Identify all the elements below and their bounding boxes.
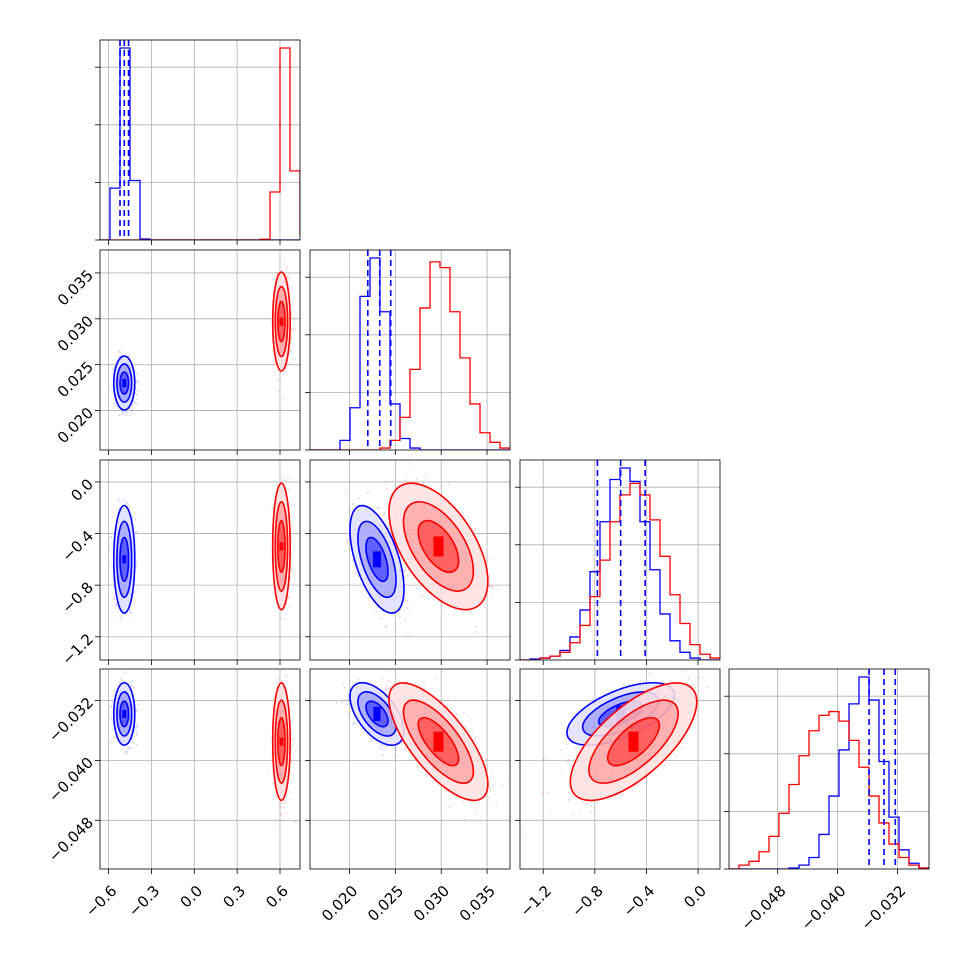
density-contours-0 <box>349 504 405 614</box>
density-peak <box>122 709 127 718</box>
density-core <box>122 555 127 564</box>
density-peak <box>122 555 127 564</box>
x-tick-label: −0.8 <box>568 882 606 920</box>
x-tick-label: 0.020 <box>318 882 361 925</box>
y-tick-label: −0.032 <box>45 694 97 746</box>
scatter-panel-3-1: 0.020 0.025 0.030 0.035 <box>305 668 511 925</box>
histogram-blue <box>100 47 300 240</box>
hist-panel-3: −0.048 −0.040 −0.032 <box>724 668 930 934</box>
y-tick-label: −0.040 <box>45 754 97 806</box>
density-peak <box>373 551 381 568</box>
density-contours-1 <box>388 482 489 611</box>
density-peak <box>433 731 444 752</box>
density-contours-1 <box>271 271 291 372</box>
density-core <box>279 542 284 551</box>
density-core <box>373 551 381 568</box>
x-tick-label: −0.032 <box>857 882 909 934</box>
y-tick-label: 0.030 <box>54 312 97 355</box>
density-peak <box>279 542 284 551</box>
y-tick-label: −0.8 <box>59 578 97 616</box>
density-peak <box>279 317 284 326</box>
panel-frame <box>99 39 301 241</box>
scatter-panel-2-0: −1.2 −0.8 −0.4 0.0 <box>59 459 301 669</box>
y-tick-label: 0.0 <box>67 475 97 505</box>
x-tick-label: 0.035 <box>456 882 499 925</box>
panel-frame <box>99 459 301 661</box>
density-contours-0 <box>349 681 405 746</box>
density-peak <box>279 737 284 746</box>
density-contours-1 <box>271 682 291 802</box>
density-contours-1 <box>271 482 291 611</box>
density-core <box>433 731 444 752</box>
histogram-red <box>100 47 300 240</box>
scatter-panel-3-2: −1.2 −0.8 −0.4 0.0 <box>515 668 721 920</box>
panel-frame <box>309 249 511 451</box>
panel-frame <box>519 668 721 870</box>
hist-panel-0 <box>95 39 301 245</box>
panel-frame <box>309 459 511 661</box>
y-tick-label: 0.025 <box>54 358 97 401</box>
x-tick-label: −0.4 <box>620 882 658 920</box>
y-tick-label: −0.4 <box>59 527 97 565</box>
density-core <box>279 317 284 326</box>
x-tick-label: −0.048 <box>738 882 790 934</box>
x-tick-label: 0.6 <box>262 882 292 912</box>
x-tick-label: −0.040 <box>798 882 850 934</box>
histogram-red <box>520 482 720 660</box>
histogram-red <box>310 261 510 450</box>
hist-panel-1 <box>305 249 511 455</box>
x-tick-label: 0.030 <box>410 882 453 925</box>
density-contours-1 <box>388 682 489 802</box>
x-tick-label: 0.025 <box>364 882 407 925</box>
density-contours-0 <box>112 504 136 614</box>
histogram-red <box>729 710 929 869</box>
x-tick-label: −1.2 <box>517 882 555 920</box>
panel-frame <box>99 668 301 870</box>
y-tick-label: −1.2 <box>59 630 97 668</box>
density-contours-0 <box>112 681 136 746</box>
panel-frame <box>728 668 930 870</box>
density-peak <box>433 536 444 557</box>
density-contours-0 <box>112 355 136 411</box>
y-tick-label: 0.020 <box>54 404 97 447</box>
y-tick-label: 0.035 <box>54 266 97 309</box>
scatter-panel-3-0: −0.6 −0.3 0.0 0.3 0.6 −0.048 −0.040 −0.032 <box>45 668 301 920</box>
x-tick-label: −0.6 <box>82 882 120 920</box>
density-peak <box>122 379 127 388</box>
histogram-blue <box>729 676 929 869</box>
x-tick-label: 0.0 <box>680 882 710 912</box>
panel-frame <box>519 459 721 661</box>
scatter-panel-2-1 <box>305 459 511 665</box>
density-core <box>373 706 381 722</box>
density-core <box>122 709 127 718</box>
histogram-blue <box>310 257 510 450</box>
x-tick-label: 0.0 <box>177 882 207 912</box>
density-core <box>122 379 127 388</box>
panel-frame <box>99 249 301 451</box>
x-tick-label: −0.3 <box>125 882 163 920</box>
density-core <box>433 536 444 557</box>
hist-panel-2 <box>515 459 721 665</box>
x-tick-label: 0.3 <box>219 882 249 912</box>
density-peak <box>373 706 381 722</box>
y-tick-label: −0.048 <box>45 814 97 866</box>
density-core <box>628 731 639 752</box>
panel-frame <box>309 668 511 870</box>
density-core <box>279 737 284 746</box>
grid <box>100 250 300 450</box>
density-peak <box>628 731 639 752</box>
density-contours-1 <box>569 682 698 802</box>
